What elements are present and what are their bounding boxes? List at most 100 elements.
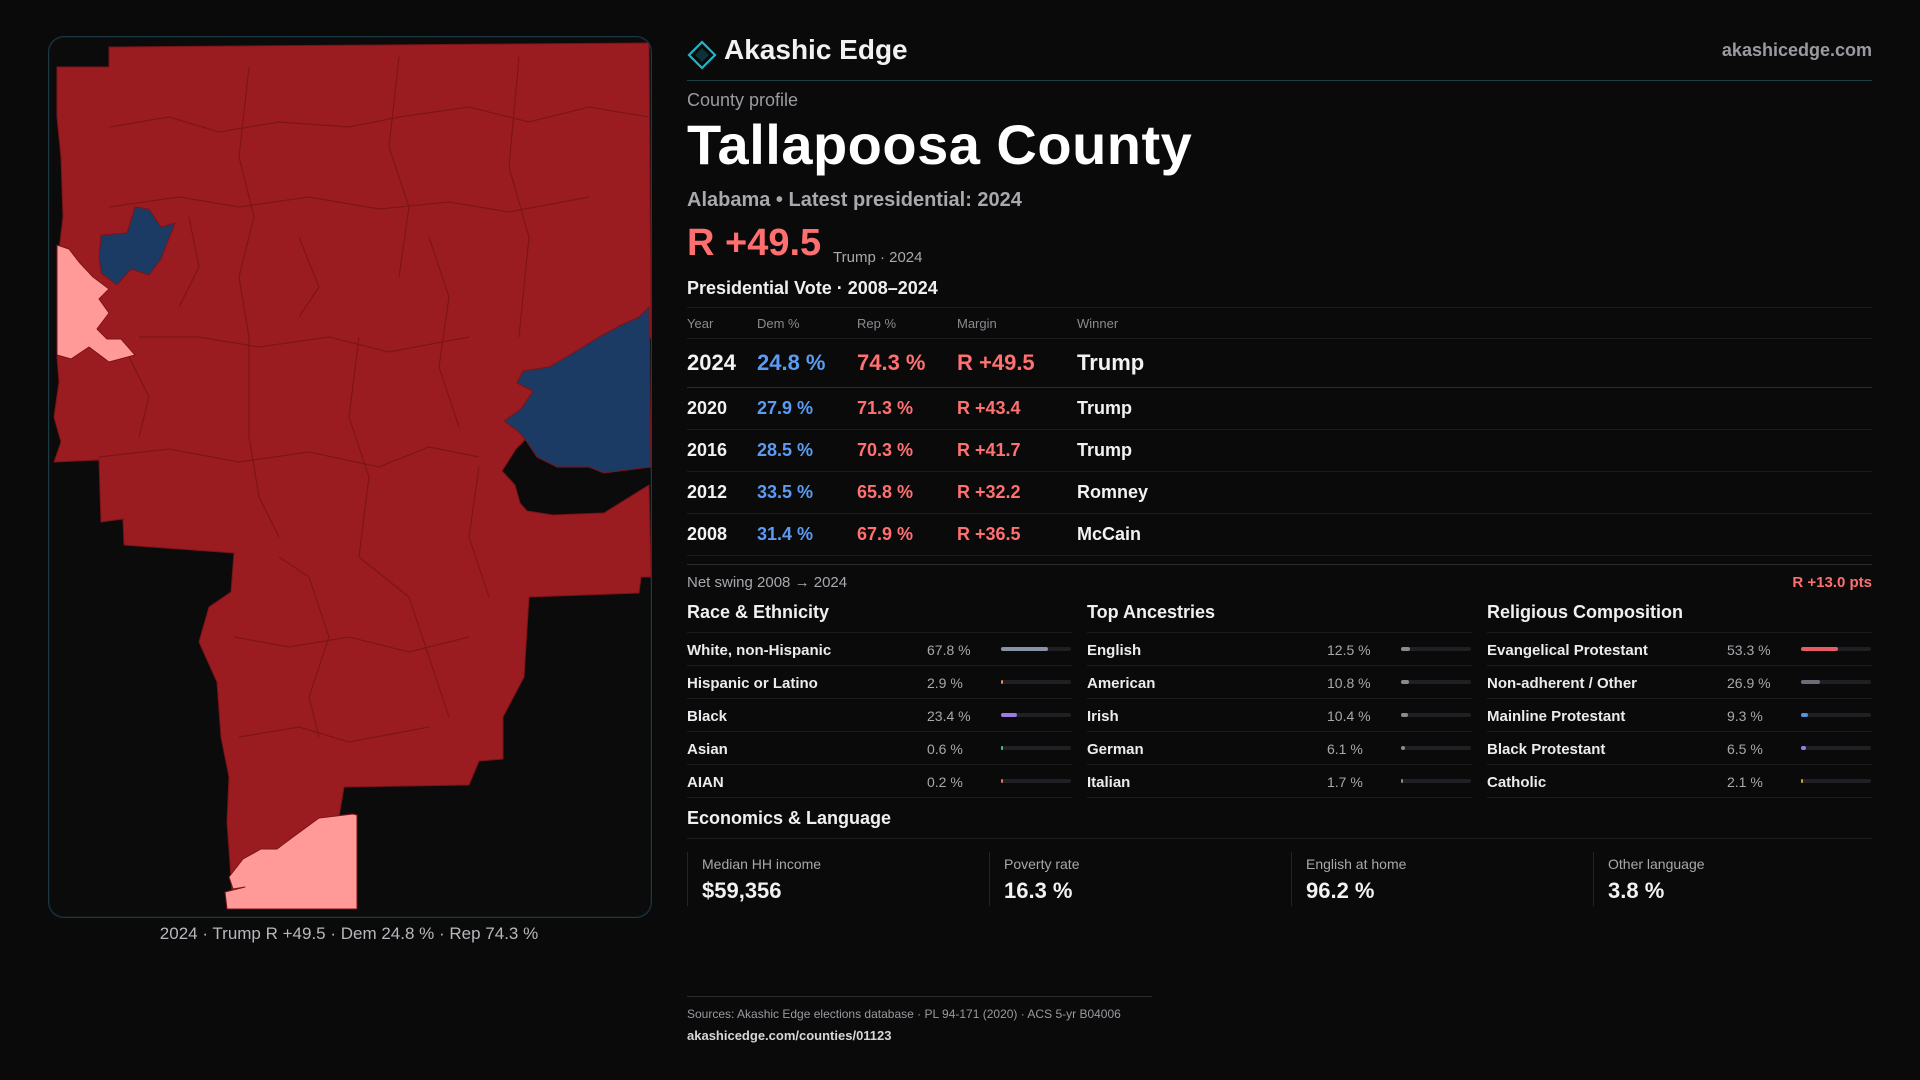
demo-bar-track — [1001, 713, 1071, 717]
demo-bar-fill — [1801, 746, 1806, 750]
cell-year: 2012 — [687, 471, 757, 514]
demo-bar-track — [1801, 779, 1871, 783]
demo-label: Catholic — [1487, 774, 1547, 791]
net-swing-value: R +13.0 pts — [1792, 574, 1872, 591]
demo-row: Non-adherent / Other 26.9 % — [1487, 666, 1872, 699]
map-precinct-region[interactable] — [224, 813, 358, 910]
demo-bar-track — [1001, 746, 1071, 750]
demo-percent: 0.6 % — [927, 741, 963, 757]
demo-bar-track — [1401, 680, 1471, 684]
demo-row: Black 23.4 % — [687, 699, 1072, 732]
demo-percent: 2.9 % — [927, 675, 963, 691]
vote-table-row: 2012 33.5 % 65.8 % R +32.2 Romney — [687, 471, 1872, 514]
demo-row: Catholic 2.1 % — [1487, 765, 1872, 798]
vote-table-row: 2016 28.5 % 70.3 % R +41.7 Trump — [687, 429, 1872, 472]
county-map[interactable] — [48, 36, 652, 918]
cell-margin: R +43.4 — [957, 387, 1077, 430]
headline-margin: R +49.5 — [687, 222, 822, 264]
cell-year: 2008 — [687, 513, 757, 556]
demo-bar-fill — [1801, 680, 1820, 684]
net-swing-row: Net swing 2008 → 2024 R +13.0 pts — [687, 564, 1872, 599]
demo-label: Black — [687, 708, 728, 725]
econ-cell-median-income: Median HH income $59,356 — [687, 852, 968, 906]
table-header-row: Year Dem % Rep % Margin Winner — [687, 307, 1872, 339]
vote-table-row: 2024 24.8 % 74.3 % R +49.5 Trump — [687, 338, 1872, 388]
sources-footer: Sources: Akashic Edge elections database… — [687, 996, 1152, 1043]
demo-row: Mainline Protestant 9.3 % — [1487, 699, 1872, 732]
county-url-link[interactable]: akashicedge.com/counties/01123 — [687, 1028, 892, 1043]
demo-label: Black Protestant — [1487, 741, 1606, 758]
cell-dem-pct: 28.5 % — [757, 429, 857, 472]
demo-row: English 12.5 % — [1087, 633, 1472, 666]
demo-row: Hispanic or Latino 2.9 % — [687, 666, 1072, 699]
column-header-winner: Winner — [1077, 307, 1872, 339]
demo-bar-track — [1001, 779, 1071, 783]
demo-row: Italian 1.7 % — [1087, 765, 1472, 798]
demo-label: Evangelical Protestant — [1487, 642, 1648, 659]
demo-label: White, non-Hispanic — [687, 642, 832, 659]
demo-percent: 6.5 % — [1727, 741, 1763, 757]
econ-cell-poverty-rate: Poverty rate 16.3 % — [989, 852, 1270, 906]
diamond-logo-icon — [687, 40, 717, 70]
economics-grid: Median HH income $59,356 Poverty rate 16… — [687, 852, 1872, 906]
cell-margin: R +32.2 — [957, 471, 1077, 514]
cell-year: 2016 — [687, 429, 757, 472]
demo-label: German — [1087, 741, 1144, 758]
demo-label: Hispanic or Latino — [687, 675, 818, 692]
cell-rep-pct: 65.8 % — [857, 471, 957, 514]
demo-bar-track — [1401, 746, 1471, 750]
headline-note: Trump · 2024 — [833, 249, 923, 266]
cell-winner: McCain — [1077, 513, 1872, 556]
economics-title: Economics & Language — [687, 808, 892, 828]
demo-bar-track — [1401, 779, 1471, 783]
demo-row: German 6.1 % — [1087, 732, 1472, 765]
vote-table-row: 2020 27.9 % 71.3 % R +43.4 Trump — [687, 387, 1872, 430]
demo-bar-track — [1801, 746, 1871, 750]
demo-bar-track — [1001, 647, 1071, 651]
demo-row: American 10.8 % — [1087, 666, 1472, 699]
cell-winner: Trump — [1077, 338, 1872, 388]
cell-winner: Romney — [1077, 471, 1872, 514]
cell-margin: R +41.7 — [957, 429, 1077, 472]
column-header-rep: Rep % — [857, 307, 957, 339]
demo-percent: 53.3 % — [1727, 642, 1771, 658]
demo-label: AIAN — [687, 774, 724, 791]
cell-winner: Trump — [1077, 387, 1872, 430]
demo-row: Evangelical Protestant 53.3 % — [1487, 633, 1872, 666]
map-precinct-region[interactable] — [503, 306, 651, 474]
demo-percent: 23.4 % — [927, 708, 971, 724]
demo-percent: 0.2 % — [927, 774, 963, 790]
demo-bar-fill — [1401, 713, 1409, 717]
cell-dem-pct: 31.4 % — [757, 513, 857, 556]
map-precinct-region[interactable] — [98, 206, 176, 286]
demo-row: Irish 10.4 % — [1087, 699, 1472, 732]
econ-value: 3.8 % — [1608, 878, 1665, 903]
demo-percent: 26.9 % — [1727, 675, 1771, 691]
demo-bar-fill — [1401, 779, 1403, 783]
map-precinct-region[interactable] — [56, 244, 136, 363]
demo-percent: 12.5 % — [1327, 642, 1371, 658]
econ-label: Poverty rate — [1004, 856, 1080, 872]
demo-bar-fill — [1801, 779, 1803, 783]
brand-name: Akashic Edge — [724, 34, 908, 65]
brand-url-link[interactable]: akashicedge.com — [1721, 40, 1872, 60]
demo-label: Asian — [687, 741, 728, 758]
demo-percent: 67.8 % — [927, 642, 971, 658]
demo-bar-fill — [1801, 647, 1839, 651]
map-caption: 2024 · Trump R +49.5 · Dem 24.8 % · Rep … — [159, 924, 539, 943]
demo-percent: 10.8 % — [1327, 675, 1371, 691]
column-header-margin: Margin — [957, 307, 1077, 339]
precinct-map-svg[interactable] — [49, 37, 651, 917]
econ-value: $59,356 — [702, 878, 782, 903]
econ-value: 96.2 % — [1306, 878, 1375, 903]
top-ancestries-panel: Top Ancestries English 12.5 % American 10.8… — [1087, 602, 1472, 798]
demo-bar-track — [1401, 647, 1471, 651]
demo-bar-fill — [1001, 779, 1003, 783]
demo-bar-fill — [1001, 680, 1004, 684]
race-ethnicity-title: Race & Ethnicity — [687, 602, 1072, 633]
demo-percent: 1.7 % — [1327, 774, 1363, 790]
race-ethnicity-panel: Race & Ethnicity White, non-Hispanic 67.8… — [687, 602, 1072, 798]
demo-row: Asian 0.6 % — [687, 732, 1072, 765]
econ-label: Median HH income — [702, 856, 822, 872]
column-header-dem: Dem % — [757, 307, 857, 339]
